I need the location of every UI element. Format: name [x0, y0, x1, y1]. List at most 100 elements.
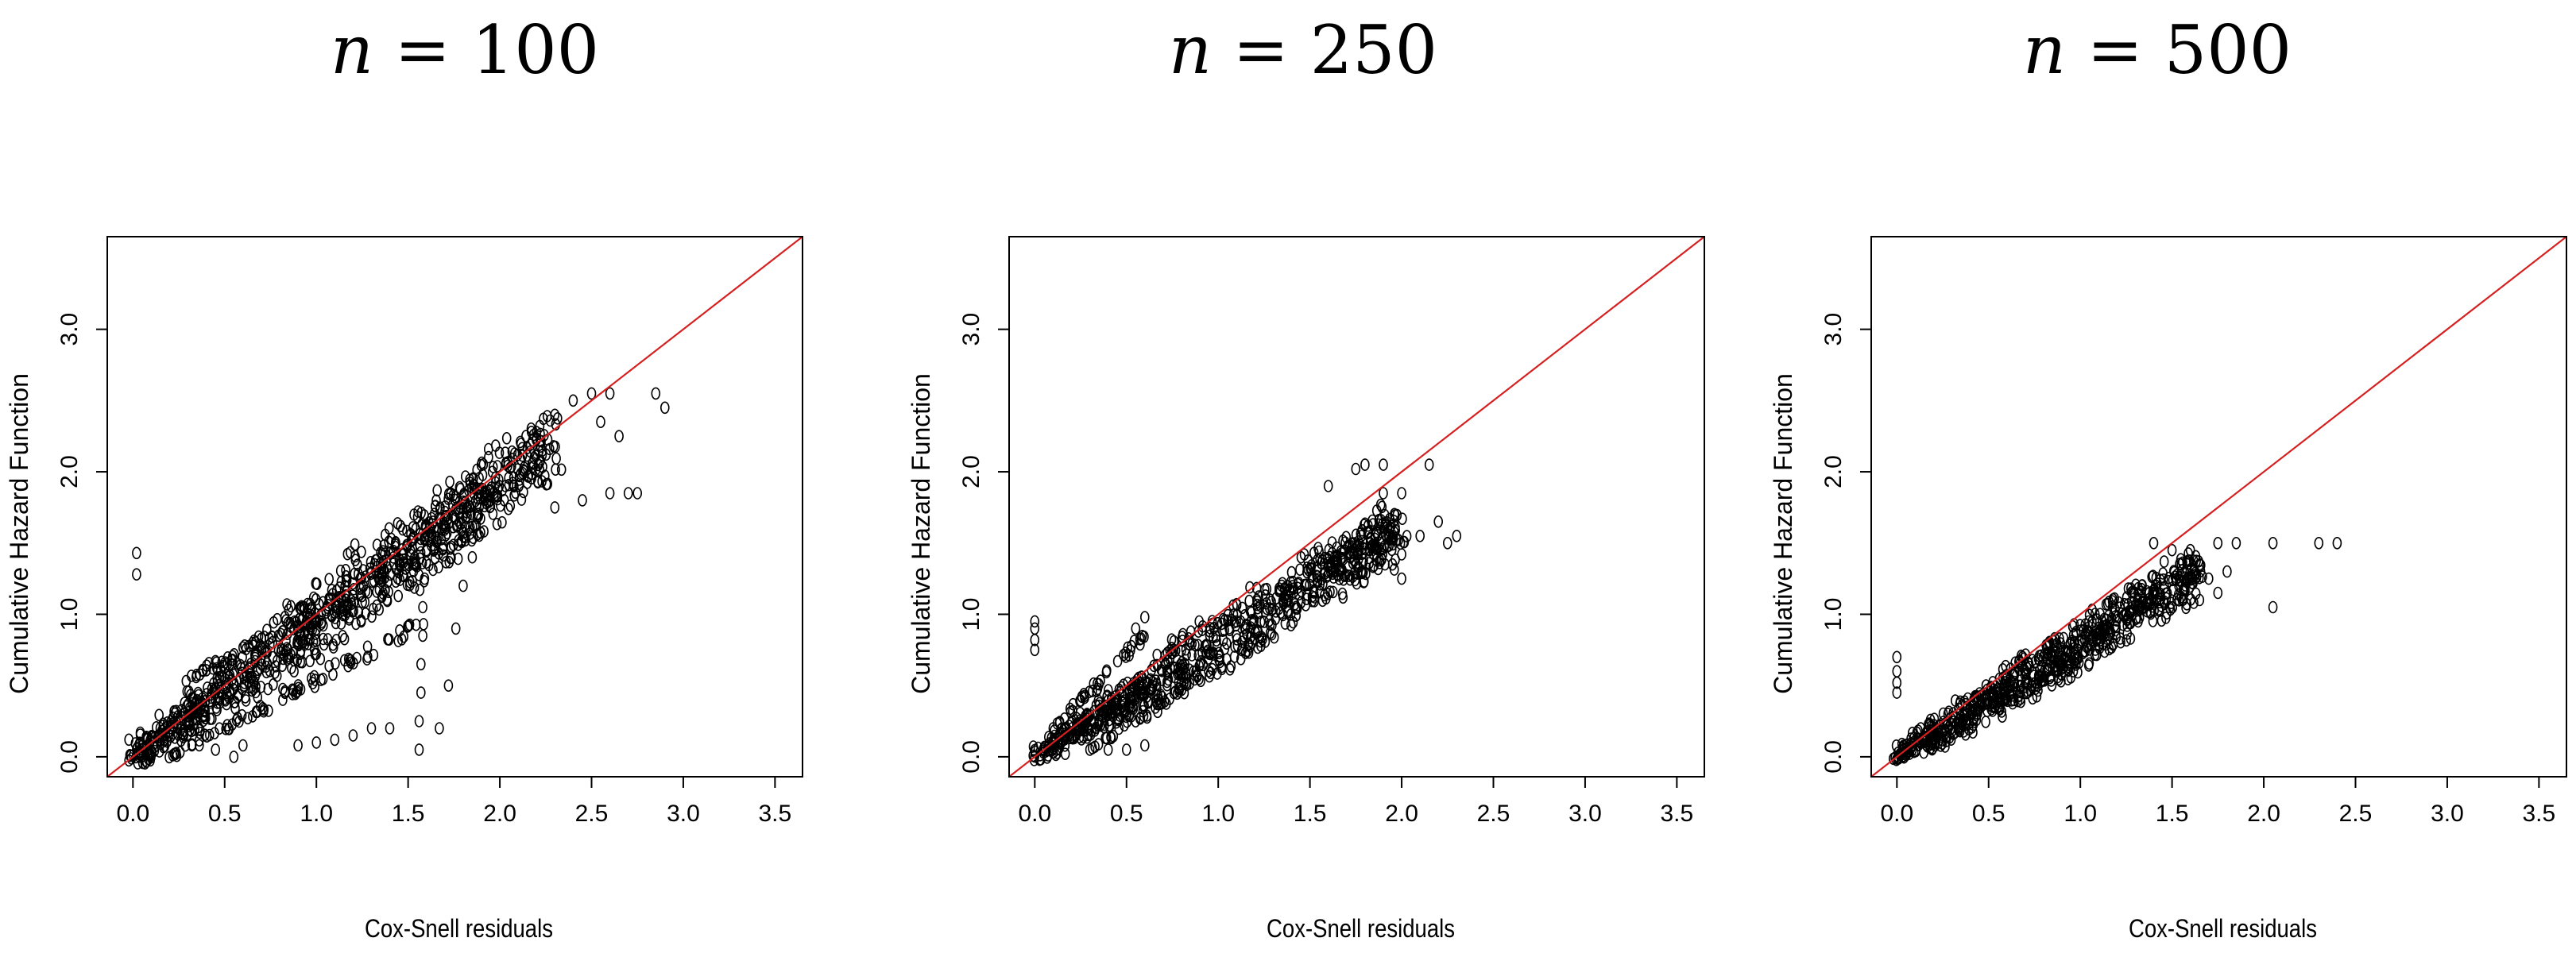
data-point: [415, 552, 425, 565]
data-point: [1286, 565, 1297, 579]
data-point: [1360, 458, 1370, 471]
data-point: [2095, 625, 2106, 638]
data-point: [1030, 633, 1040, 646]
data-point: [2126, 582, 2136, 595]
x-tick-label: 2.5: [1477, 801, 1510, 827]
data-point: [1275, 585, 1286, 598]
data-point: [296, 647, 305, 661]
data-point: [2180, 567, 2191, 581]
data-point: [1088, 685, 1097, 697]
data-point: [478, 469, 488, 481]
data-point: [1324, 543, 1334, 557]
data-point: [453, 538, 463, 551]
x-tick-label: 0.5: [1110, 801, 1143, 827]
data-point: [292, 685, 302, 699]
data-point: [435, 722, 444, 735]
x-axis-label: Cox-Snell residuals: [1267, 915, 1455, 943]
data-point: [1267, 595, 1276, 608]
data-point: [2213, 536, 2223, 550]
data-point: [1452, 529, 1462, 542]
data-point: [1265, 626, 1275, 639]
reference-line: [1871, 237, 2566, 777]
data-point: [550, 501, 560, 514]
data-point: [1093, 738, 1104, 751]
data-point: [1951, 694, 1960, 707]
data-point: [1374, 513, 1384, 527]
data-point: [239, 679, 249, 692]
data-point: [1243, 644, 1252, 658]
data-point: [1256, 639, 1266, 653]
data-point: [269, 677, 278, 691]
data-point: [2048, 643, 2058, 657]
data-point: [233, 711, 242, 724]
data-point: [1123, 641, 1132, 654]
data-point: [465, 527, 475, 540]
data-point: [497, 515, 507, 529]
data-point: [1302, 561, 1312, 574]
data-point: [1232, 629, 1241, 643]
data-point: [1443, 536, 1452, 550]
data-point: [277, 625, 288, 638]
data-point: [1982, 697, 1992, 710]
data-point: [488, 508, 498, 520]
data-point: [336, 592, 346, 606]
data-point: [135, 728, 145, 741]
data-point: [2056, 674, 2066, 688]
data-point: [462, 500, 473, 514]
data-point: [1402, 530, 1412, 542]
data-point: [1149, 659, 1158, 673]
y-axis-label: Cumulative Hazard Function: [1769, 373, 1797, 694]
data-point: [488, 461, 498, 473]
data-point: [2151, 571, 2161, 585]
data-point: [229, 751, 239, 763]
panel-title-value: = 500: [2066, 11, 2292, 89]
data-point: [330, 733, 340, 747]
data-point: [509, 488, 519, 502]
data-point: [1958, 716, 1967, 730]
data-point: [439, 549, 449, 562]
data-point: [1135, 688, 1145, 700]
data-point: [1285, 585, 1295, 598]
data-point: [2149, 536, 2159, 550]
data-point: [430, 531, 440, 544]
data-point: [2195, 593, 2205, 607]
data-point: [578, 494, 587, 507]
data-point: [344, 611, 354, 624]
x-tick-label: 0.0: [1018, 801, 1051, 827]
data-point: [2008, 668, 2018, 681]
data-point: [251, 680, 261, 693]
data-point: [414, 743, 424, 756]
data-point: [1193, 670, 1202, 683]
data-point: [421, 543, 431, 557]
data-point: [157, 729, 168, 742]
data-point: [350, 554, 361, 567]
data-point: [2231, 536, 2241, 550]
data-point: [1059, 712, 1069, 725]
data-point: [2195, 558, 2205, 571]
data-point: [1028, 740, 1039, 753]
data-point: [2081, 627, 2091, 641]
data-point: [227, 718, 238, 731]
data-point: [2213, 586, 2223, 600]
data-point: [1030, 615, 1040, 628]
data-point: [1386, 521, 1395, 535]
data-point: [2101, 598, 2111, 611]
data-point: [253, 630, 264, 643]
data-point: [1962, 707, 1972, 720]
data-point: [2268, 536, 2278, 550]
data-point: [1112, 712, 1123, 726]
data-point: [1328, 585, 1338, 599]
data-point: [241, 694, 251, 707]
data-point: [416, 546, 426, 559]
data-point: [1375, 557, 1385, 569]
data-point: [264, 704, 273, 717]
x-tick-label: 1.0: [1201, 801, 1235, 827]
data-point: [372, 585, 381, 598]
data-point: [1300, 578, 1309, 592]
data-point: [2076, 624, 2086, 637]
data-point: [1373, 541, 1383, 554]
panel-title: n = 500: [2023, 11, 2292, 89]
data-point: [287, 662, 296, 674]
data-point: [2186, 592, 2196, 606]
